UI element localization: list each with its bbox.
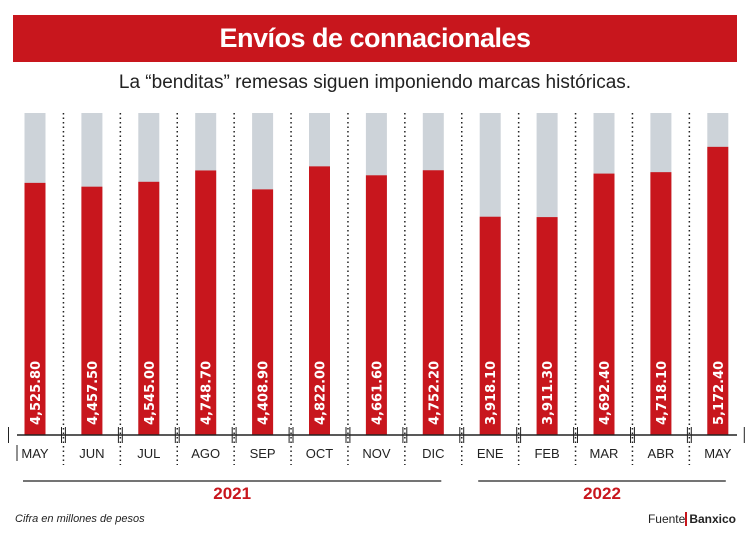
tick-label: MAY xyxy=(704,446,732,461)
bar-may xyxy=(707,146,729,435)
data-label: 4,525.80 xyxy=(29,361,44,425)
tick-label: OCT xyxy=(306,446,334,461)
bar-abr xyxy=(650,172,672,435)
data-label: 4,718.10 xyxy=(655,361,670,425)
bar-jul xyxy=(138,181,160,435)
tick-label: MAY xyxy=(21,446,49,461)
tick-label: FEB xyxy=(534,446,559,461)
source-credit: Fuente Banxico xyxy=(648,512,736,526)
bar-nov xyxy=(365,175,387,435)
units-note: Cifra en millones de pesos xyxy=(15,513,145,525)
bar-ago xyxy=(195,170,217,435)
year-label: 2022 xyxy=(583,484,621,503)
bar-jun xyxy=(81,186,103,435)
chart-subtitle: La “benditas” remesas siguen imponiendo … xyxy=(118,72,632,93)
data-label: 4,661.60 xyxy=(370,361,385,425)
tick-label: AGO xyxy=(191,446,220,461)
tick-label: ENE xyxy=(477,446,504,461)
data-label: 3,911.30 xyxy=(541,361,556,425)
tick-label: MAR xyxy=(590,446,619,461)
tick-label: NOV xyxy=(362,446,391,461)
source-label: Fuente xyxy=(647,512,686,526)
data-label: 4,408.90 xyxy=(257,361,272,425)
bar-ene xyxy=(479,216,501,435)
data-label: 3,918.10 xyxy=(484,361,499,425)
source-name: Banxico xyxy=(685,512,736,526)
bar-feb xyxy=(536,217,558,435)
tick-label: SEP xyxy=(250,446,276,461)
data-label: 4,822.00 xyxy=(314,361,329,425)
data-label: 5,172.40 xyxy=(712,361,727,425)
data-label: 4,752.20 xyxy=(427,361,442,425)
data-label: 4,748.70 xyxy=(200,361,215,425)
tick-label: JUL xyxy=(137,446,160,461)
bar-oct xyxy=(309,166,330,435)
tick-label: DIC xyxy=(422,446,444,461)
bar-dic xyxy=(422,170,444,435)
year-label: 2021 xyxy=(213,484,251,503)
tick-label: ABR xyxy=(648,446,675,461)
bar-may xyxy=(24,182,46,435)
data-label: 4,545.00 xyxy=(143,361,158,425)
tick-label: JUN xyxy=(79,446,104,461)
chart-title: Envíos de connacionales xyxy=(13,15,737,62)
bar-sep xyxy=(252,189,274,435)
bar-mar xyxy=(593,173,615,435)
data-label: 4,457.50 xyxy=(86,361,101,425)
data-label: 4,692.40 xyxy=(598,361,613,425)
